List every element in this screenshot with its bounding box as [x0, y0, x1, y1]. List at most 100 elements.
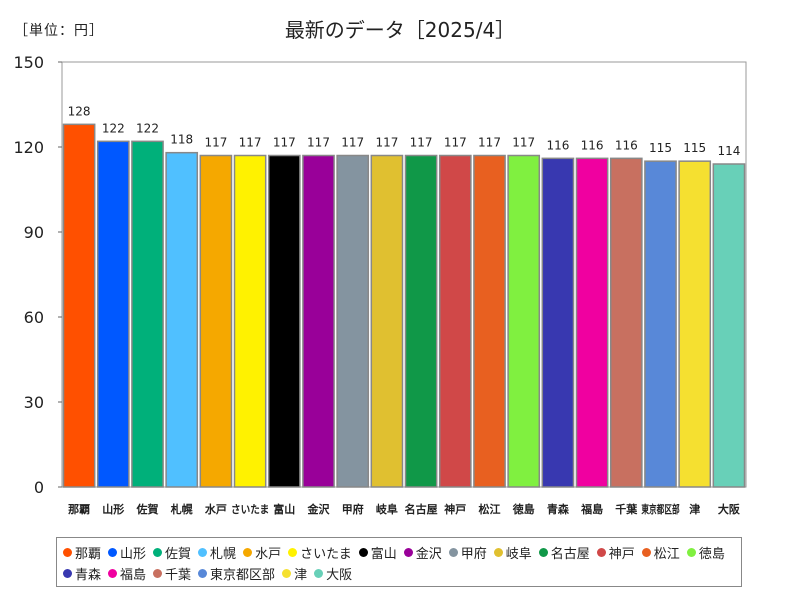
bar	[712, 163, 746, 488]
legend-label: 大阪	[326, 568, 353, 583]
data-label: 117	[478, 136, 501, 150]
data-label: 122	[102, 121, 125, 135]
legend-label: 徳島	[698, 547, 725, 562]
legend-swatch	[403, 548, 413, 557]
bar	[541, 157, 575, 488]
bar	[96, 140, 130, 488]
legend-swatch	[108, 569, 118, 578]
legend-swatch	[198, 569, 208, 578]
legend-swatch	[596, 548, 606, 557]
legend-item: 富山	[358, 542, 397, 563]
x-tick-label: 福島	[580, 502, 603, 516]
x-tick-label: 岐阜	[376, 502, 398, 516]
legend-label: 福島	[120, 568, 147, 583]
data-label: 117	[410, 136, 433, 150]
legend-label: 青森	[75, 568, 102, 583]
legend-item: さいたま	[288, 542, 352, 563]
bar	[644, 160, 677, 488]
bar	[199, 154, 233, 488]
legend-item: 岐阜	[493, 542, 532, 563]
data-label: 117	[239, 136, 262, 150]
chart-legend: 那覇 山形 佐賀 札幌 水戸 さいたま 富山 金沢 甲府 岐阜 名古屋 神戸 松江 徳島 青森 福島 千葉 東京都…	[56, 537, 742, 587]
bar	[507, 154, 541, 488]
legend-label: 山形	[120, 547, 147, 562]
data-label: 117	[512, 136, 535, 150]
legend-item: 佐賀	[153, 542, 191, 563]
x-tick-label: 千葉	[615, 502, 638, 516]
legend-swatch	[63, 569, 72, 578]
legend-label: 佐賀	[165, 547, 192, 562]
legend-swatch	[63, 548, 72, 557]
x-tick-label: 徳島	[512, 502, 535, 516]
legend-swatch	[493, 548, 503, 557]
bar-chart: 0 30 60 90 120 150 128 那覇 122 山形 122 佐賀 118 札幌 117 水戸 11…	[13, 53, 747, 516]
bar	[609, 157, 643, 488]
y-tick-label: 90	[24, 223, 44, 242]
legend-swatch	[448, 548, 458, 557]
x-tick-label: 神戸	[444, 502, 466, 516]
data-label: 117	[444, 136, 467, 150]
x-tick-label: 名古屋	[405, 502, 438, 516]
chart-title: 最新のデータ［2025/4］	[284, 18, 516, 42]
data-label: 114	[717, 144, 740, 158]
legend-item: 那覇	[63, 542, 101, 563]
data-label: 116	[581, 138, 604, 152]
legend-label: さいたま	[300, 547, 352, 562]
legend-swatch	[198, 548, 208, 557]
bar	[678, 160, 712, 488]
legend-item: 東京都区部	[198, 563, 275, 584]
bar	[473, 154, 506, 488]
legend-item: 松江	[641, 542, 680, 563]
x-tick-label: 青森	[547, 502, 570, 516]
legend-item: 名古屋	[538, 542, 590, 563]
bar	[336, 154, 370, 488]
data-label: 116	[546, 138, 569, 152]
legend-swatch	[153, 548, 163, 557]
legend-swatch	[358, 548, 368, 557]
legend-item: 福島	[108, 563, 146, 584]
data-label: 117	[273, 136, 296, 150]
legend-swatch	[686, 548, 696, 557]
legend-label: 岐阜	[505, 547, 532, 562]
legend-item: 札幌	[198, 542, 236, 563]
x-tick-label: 那覇	[68, 503, 90, 516]
bar	[370, 154, 404, 488]
data-label: 115	[683, 141, 706, 155]
x-tick-label: 佐賀	[136, 502, 159, 516]
legend-label: 富山	[370, 547, 397, 562]
x-tick-label: 金沢	[307, 502, 331, 516]
y-tick-label: 0	[34, 478, 44, 497]
legend-label: 札幌	[210, 547, 237, 562]
legend-item: 金沢	[403, 542, 442, 563]
legend-swatch	[243, 548, 253, 557]
unit-label: ［単位：円］	[14, 23, 104, 39]
bar	[131, 140, 164, 488]
x-tick-label: 東京都区部	[641, 502, 679, 516]
legend-item: 徳島	[686, 542, 725, 563]
legend-label: 那覇	[75, 547, 102, 562]
x-tick-label: 津	[689, 502, 700, 516]
legend-item: 山形	[108, 542, 146, 563]
x-tick-label: 松江	[479, 502, 501, 516]
legend-swatch	[314, 569, 324, 578]
legend-swatch	[641, 548, 651, 557]
bar	[438, 154, 472, 488]
bar	[165, 151, 199, 488]
legend-swatch	[282, 569, 292, 578]
plot-area	[61, 61, 747, 488]
legend-label: 金沢	[415, 547, 442, 562]
data-label: 117	[375, 136, 398, 150]
legend-item: 津	[282, 563, 307, 584]
data-label: 122	[136, 121, 159, 135]
x-tick-label: さいたま	[231, 503, 269, 516]
legend-swatch	[288, 548, 298, 557]
data-label: 117	[307, 136, 330, 150]
x-tick-label: 大阪	[718, 502, 741, 516]
legend-item: 大阪	[314, 563, 352, 584]
legend-label: 神戸	[608, 547, 635, 562]
legend-label: 千葉	[165, 568, 192, 583]
data-label: 117	[341, 136, 364, 150]
bar	[62, 123, 96, 488]
y-tick-label: 60	[24, 308, 44, 327]
x-tick-label: 富山	[273, 502, 295, 516]
